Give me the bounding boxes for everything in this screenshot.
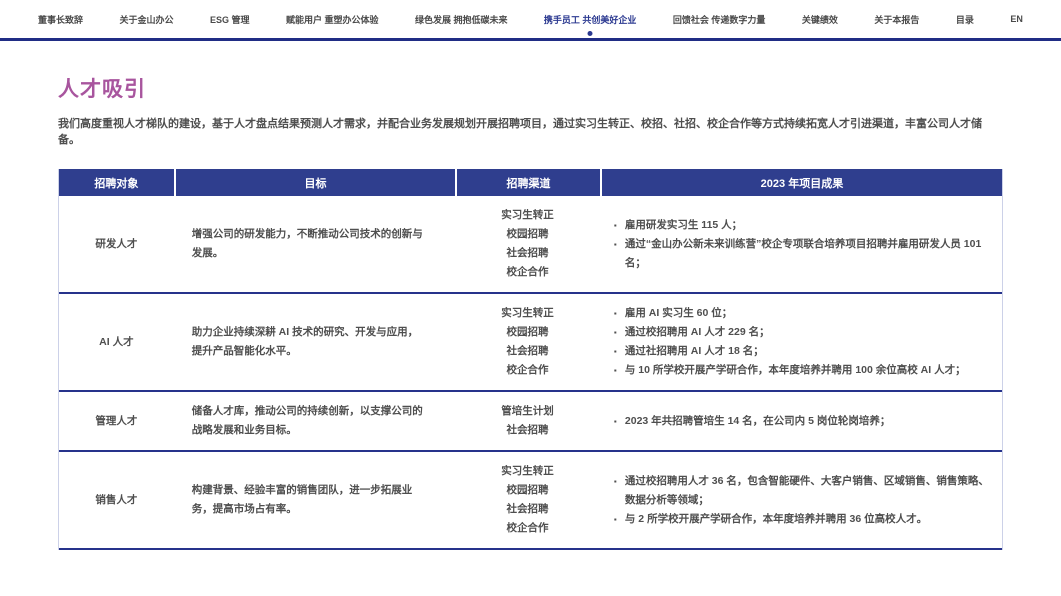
nav-item-active[interactable]: 携手员工 共创美好企业	[543, 14, 637, 25]
channel-item: 校园招聘	[506, 326, 549, 338]
table-row: 销售人才 构建背景、经验丰富的销售团队，进一步拓展业务，提高市场占有率。 实习生转正…	[59, 452, 1002, 550]
intro-paragraph: 我们高度重视人才梯队的建设，基于人才盘点结果预测人才需求，并配合业务发展规划开展…	[58, 118, 982, 146]
cell-results: 雇用 AI 实习生 60 位；通过校招聘用 AI 人才 229 名；通过社招聘用…	[599, 294, 1002, 392]
cell-goal: 储备人才库，推动公司的持续创新，以支撑公司的战略发展和业务目标。	[173, 392, 456, 452]
channel-item: 校园招聘	[506, 228, 549, 240]
nav-item-11[interactable]: EN	[1010, 14, 1023, 24]
nav-item-5[interactable]: 绿色发展 拥抱低碳未来	[414, 14, 508, 25]
table-row: 管理人才 储备人才库，推动公司的持续创新，以支撑公司的战略发展和业务目标。管培生计…	[59, 392, 1002, 452]
channel-item: 社会招聘	[506, 424, 549, 436]
page-title: 人才吸引	[58, 78, 146, 101]
channel-item: 校企合作	[506, 522, 549, 534]
result-item: 与 10 所学校开展产学研合作，本年度培养并聘用 100 余位高校 AI 人才；	[614, 361, 994, 380]
cell-recruit-target: AI 人才	[59, 294, 174, 392]
nav-item-8[interactable]: 关键绩效	[801, 14, 838, 25]
channel-item: 实习生转正	[501, 307, 554, 319]
content-area: 人才吸引 我们高度重视人才梯队的建设，基于人才盘点结果预测人才需求，并配合业务发…	[0, 73, 1061, 550]
cell-recruit-target: 研发人才	[59, 196, 174, 294]
table-row: 研发人才 增强公司的研发能力，不断推动公司技术的创新与发展。 实习生转正 校园招聘 社会…	[59, 196, 1002, 294]
column-header: 2023 年项目成果	[599, 169, 1002, 196]
nav-item-4[interactable]: 赋能用户 重塑办公体验	[285, 14, 379, 25]
channel-item: 校企合作	[506, 266, 549, 278]
column-header: 招聘对象	[59, 169, 174, 196]
cell-recruit-target: 管理人才	[59, 392, 174, 452]
channel-item: 社会招聘	[506, 247, 549, 259]
cell-goal: 助力企业持续深耕 AI 技术的研究、开发与应用，提升产品智能化水平。	[173, 294, 456, 392]
cell-recruit-target: 销售人才	[59, 452, 174, 550]
channel-item: 实习生转正	[501, 465, 554, 477]
cell-channels: 实习生转正校园招聘社会招聘校企合作	[455, 294, 600, 392]
cell-results: 通过校招聘用人才 36 名，包含智能硬件、大客户销售、区域销售、销售策略、数据分…	[599, 452, 1002, 550]
channel-item: 管培生计划	[501, 405, 554, 417]
result-item: 通过校招聘用 AI 人才 229 名；	[614, 323, 994, 342]
cell-results: 雇用研发实习生 115 人；通过“金山办公新未来训练营”校企专项联合培养项目招聘…	[599, 196, 1002, 294]
result-item: 通过校招聘用人才 36 名，包含智能硬件、大客户销售、区域销售、销售策略、数据分…	[614, 472, 994, 510]
channel-item: 社会招聘	[506, 345, 549, 357]
channel-item: 校园招聘	[506, 484, 549, 496]
nav-item-7[interactable]: 回馈社会 传递数字力量	[672, 14, 766, 25]
cell-channels: 实习生转正校园招聘社会招聘校企合作	[455, 196, 600, 294]
cell-results: 2023 年共招聘管培生 14 名，在公司内 5 岗位轮岗培养；	[599, 392, 1002, 452]
top-nav-bar: 董事长致辞 关于金山办公 ESG 管理 赋能用户 重塑办公体验 绿色发展 拥抱低碳未来 携…	[0, 0, 1061, 41]
table-row: AI 人才 助力企业持续深耕 AI 技术的研究、开发与应用，提升产品智能化水平。实…	[59, 294, 1002, 392]
cell-goal: 构建背景、经验丰富的销售团队，进一步拓展业务，提高市场占有率。	[173, 452, 456, 550]
top-nav: 董事长致辞 关于金山办公 ESG 管理 赋能用户 重塑办公体验 绿色发展 拥抱低碳未来 携…	[0, 0, 1061, 38]
nav-item-2[interactable]: 关于金山办公	[119, 14, 174, 25]
nav-item-9[interactable]: 关于本报告	[874, 14, 920, 25]
result-item: 通过“金山办公新未来训练营”校企专项联合培养项目招聘并雇用研发人员 101 名；	[614, 235, 994, 273]
recruitment-table: 招聘对象 目标 招聘渠道 2023 年项目成果 研发人才 增强公司的研发能力，不断推动公…	[58, 169, 1003, 550]
result-item: 与 2 所学校开展产学研合作，本年度培养并聘用 36 位高校人才。	[614, 510, 994, 529]
channel-item: 实习生转正	[501, 209, 554, 221]
nav-item-10[interactable]: 目录	[955, 14, 974, 25]
cell-goal: 增强公司的研发能力，不断推动公司技术的创新与发展。	[173, 196, 456, 294]
nav-item-1[interactable]: 董事长致辞	[38, 14, 84, 25]
column-header: 目标	[173, 169, 456, 196]
result-item: 通过社招聘用 AI 人才 18 名；	[614, 342, 994, 361]
nav-item-3[interactable]: ESG 管理	[209, 14, 250, 25]
cell-channels: 实习生转正校园招聘社会招聘校企合作	[455, 452, 600, 550]
result-item: 2023 年共招聘管培生 14 名，在公司内 5 岗位轮岗培养；	[614, 412, 994, 431]
channel-item: 社会招聘	[506, 503, 549, 515]
column-header: 招聘渠道	[455, 169, 600, 196]
result-item: 雇用研发实习生 115 人；	[614, 216, 994, 235]
result-item: 雇用 AI 实习生 60 位；	[614, 304, 994, 323]
channel-item: 校企合作	[506, 364, 549, 376]
table-header: 招聘对象 目标 招聘渠道 2023 年项目成果	[59, 169, 1002, 196]
cell-channels: 管培生计划 社会招聘	[455, 392, 600, 452]
